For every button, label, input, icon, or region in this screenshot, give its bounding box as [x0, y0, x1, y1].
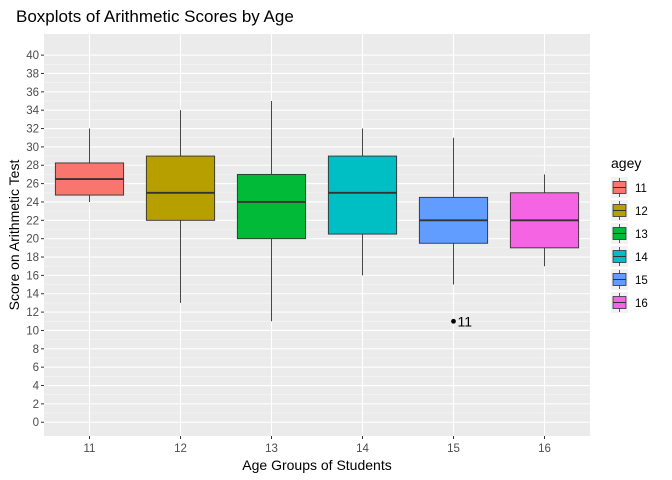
chart-title: Boxplots of Arithmetic Scores by Age: [16, 7, 294, 26]
legend-label: 13: [635, 229, 648, 241]
y-tick-label: 12: [26, 307, 39, 319]
box-16: [509, 174, 580, 267]
y-tick-label: 34: [26, 105, 39, 117]
y-tick-label: 20: [26, 234, 39, 246]
outlier-label: 11: [458, 313, 473, 329]
box-14: [327, 128, 398, 276]
major-grid: [44, 34, 590, 436]
y-tick-label: 8: [33, 344, 39, 356]
x-axis: 11 12 13 14 15 16: [84, 436, 551, 455]
y-tick-label: 28: [26, 160, 39, 172]
legend-label: 15: [635, 275, 648, 287]
y-tick-label: 6: [33, 362, 39, 374]
box-15: [418, 137, 489, 285]
y-tick-label: 26: [26, 179, 39, 191]
box-12: [145, 110, 216, 303]
y-tick-label: 22: [26, 215, 39, 227]
legend-item-13: 13: [611, 223, 648, 244]
legend-item-11: 11: [611, 177, 647, 198]
y-tick-label: 38: [26, 68, 39, 80]
legend-item-12: 12: [611, 200, 648, 221]
legend-item-15: 15: [611, 269, 648, 290]
y-tick-label: 24: [26, 197, 39, 209]
legend-label: 14: [635, 252, 648, 264]
legend-label: 11: [635, 183, 647, 195]
y-tick-label: 0: [33, 417, 39, 429]
legend-title: agey: [611, 155, 641, 171]
y-tick-label: 2: [33, 399, 39, 411]
legend-label: 16: [635, 298, 648, 310]
box-13: [236, 101, 307, 322]
x-tick-label: 11: [84, 443, 96, 455]
boxes: [54, 101, 580, 322]
x-tick-label: 16: [538, 443, 551, 455]
legend-items: 11 12 13 14 15 16: [611, 177, 648, 313]
y-tick-label: 4: [33, 381, 40, 393]
legend: agey 11 12 13 14 15 16: [611, 155, 648, 313]
plot-panel: [44, 34, 590, 436]
box-iqr: [327, 155, 398, 235]
y-tick-label: 10: [26, 325, 39, 337]
y-tick-label: 40: [26, 50, 39, 62]
y-tick-label: 16: [26, 270, 39, 282]
minor-grid: [44, 63, 590, 414]
legend-item-16: 16: [611, 292, 648, 313]
legend-label: 12: [635, 206, 648, 218]
box-11: [54, 128, 125, 202]
x-tick-label: 12: [174, 443, 187, 455]
outlier-point: [451, 318, 456, 324]
y-tick-label: 36: [26, 87, 39, 99]
y-tick-label: 32: [26, 124, 39, 136]
y-axis-title: Score on Arithmetic Test: [6, 160, 22, 311]
x-tick-label: 14: [356, 443, 369, 455]
y-tick-label: 18: [26, 252, 39, 264]
y-tick-label: 30: [26, 142, 39, 154]
y-tick-label: 14: [26, 289, 39, 301]
x-tick-label: 15: [447, 443, 460, 455]
box-iqr: [236, 173, 307, 240]
outliers: 11: [451, 313, 472, 329]
x-axis-title: Age Groups of Students: [242, 457, 391, 473]
x-tick-label: 13: [265, 443, 278, 455]
legend-item-14: 14: [611, 246, 648, 267]
box-iqr: [145, 155, 216, 221]
